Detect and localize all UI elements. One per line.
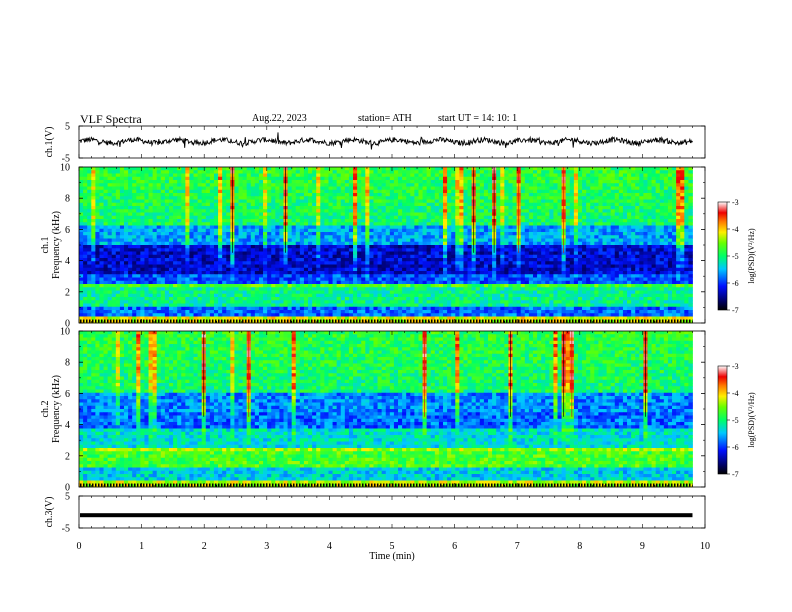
ch2-colorbar-label: log(PSD)(V²/Hz) <box>747 392 756 448</box>
y-tick-label: 4 <box>65 420 70 431</box>
ch1-colorbar <box>717 201 728 311</box>
ch2-colorbar-tick: -5 <box>732 416 739 425</box>
x-tick-label: 3 <box>264 541 269 552</box>
ch1-colorbar-tick: -4 <box>732 225 739 234</box>
panel-frame-4 <box>78 495 706 529</box>
y-tick-label: 10 <box>60 163 70 174</box>
x-tick-label: 10 <box>700 541 710 552</box>
x-tick-label: 0 <box>77 541 82 552</box>
y-tick-label: 4 <box>65 256 70 267</box>
y-tick-label: 2 <box>65 451 70 462</box>
x-tick-label: 8 <box>577 541 582 552</box>
ch1-colorbar-tick: -7 <box>732 306 739 315</box>
y-tick-label: 8 <box>65 194 70 205</box>
ch2-colorbar-tick: -3 <box>732 362 739 371</box>
start-time-label: start UT = 14: 10: 1 <box>438 113 518 124</box>
x-tick-label: 9 <box>640 541 645 552</box>
y-tick-label: 6 <box>65 225 70 236</box>
ch1-spectrogram-cells <box>79 167 693 324</box>
ch2-spectrogram-cells <box>79 331 693 488</box>
y-tick-label: 0 <box>65 319 70 330</box>
station-label: station= ATH <box>358 113 412 124</box>
x-tick-label: 5 <box>390 541 395 552</box>
y-axis-label-2: ch.1Frequency (kHz) <box>40 211 62 279</box>
ch1-colorbar-tick: -3 <box>732 198 739 207</box>
ch1-waveform-line <box>78 132 693 150</box>
chart-title: VLF Spectra <box>80 112 142 126</box>
y-tick-label: -5 <box>62 524 70 535</box>
x-tick-label: 1 <box>139 541 144 552</box>
date-label: Aug.22, 2023 <box>252 113 307 124</box>
y-tick-label: 10 <box>60 327 70 338</box>
y-axis-label-1: ch.1(V) <box>44 127 55 158</box>
ch3-waveform-line <box>80 513 693 518</box>
ch1-colorbar-label: log(PSD)(V²/Hz) <box>747 228 756 284</box>
x-tick-label: 2 <box>202 541 207 552</box>
x-axis-label: Time (min) <box>369 551 414 562</box>
ch2-spectrogram-streaks <box>203 331 646 417</box>
y-tick-label: 0 <box>65 483 70 494</box>
y-tick-label: 6 <box>65 389 70 400</box>
ch1-colorbar-tick: -5 <box>732 252 739 261</box>
ch1-colorbar-tick: -6 <box>732 279 739 288</box>
x-tick-label: 6 <box>452 541 457 552</box>
y-tick-label: 2 <box>65 287 70 298</box>
ch2-colorbar-tick: -6 <box>732 443 739 452</box>
ch2-colorbar-tick: -4 <box>732 389 739 398</box>
y-tick-label: 5 <box>65 122 70 133</box>
x-tick-label: 7 <box>515 541 520 552</box>
y-tick-label: -5 <box>62 154 70 165</box>
x-tick-label: 4 <box>327 541 332 552</box>
ch2-colorbar-tick: -7 <box>732 470 739 479</box>
ch1-spectrogram-streaks <box>231 167 565 253</box>
y-tick-label: 5 <box>65 492 70 503</box>
ch2-colorbar <box>717 365 728 475</box>
y-tick-label: 8 <box>65 358 70 369</box>
y-axis-label-4: ch.3(V) <box>44 497 55 528</box>
y-axis-label-3: ch.2Frequency (kHz) <box>40 375 62 443</box>
